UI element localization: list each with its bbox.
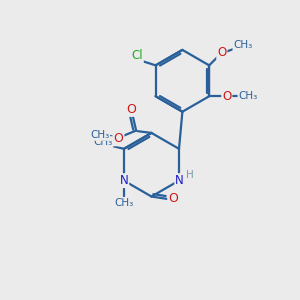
Text: O: O [114, 132, 123, 145]
Text: O: O [222, 90, 232, 103]
Text: Cl: Cl [131, 50, 143, 62]
Text: CH₃: CH₃ [90, 130, 109, 140]
Text: N: N [175, 174, 184, 187]
Text: CH₃: CH₃ [233, 40, 253, 50]
Text: H: H [186, 170, 194, 180]
Text: O: O [168, 192, 178, 206]
Text: O: O [217, 46, 226, 59]
Text: O: O [126, 103, 136, 116]
Text: N: N [120, 174, 128, 187]
Text: CH₃: CH₃ [114, 198, 134, 208]
Text: CH₃: CH₃ [238, 91, 258, 101]
Text: CH₃: CH₃ [93, 137, 112, 147]
